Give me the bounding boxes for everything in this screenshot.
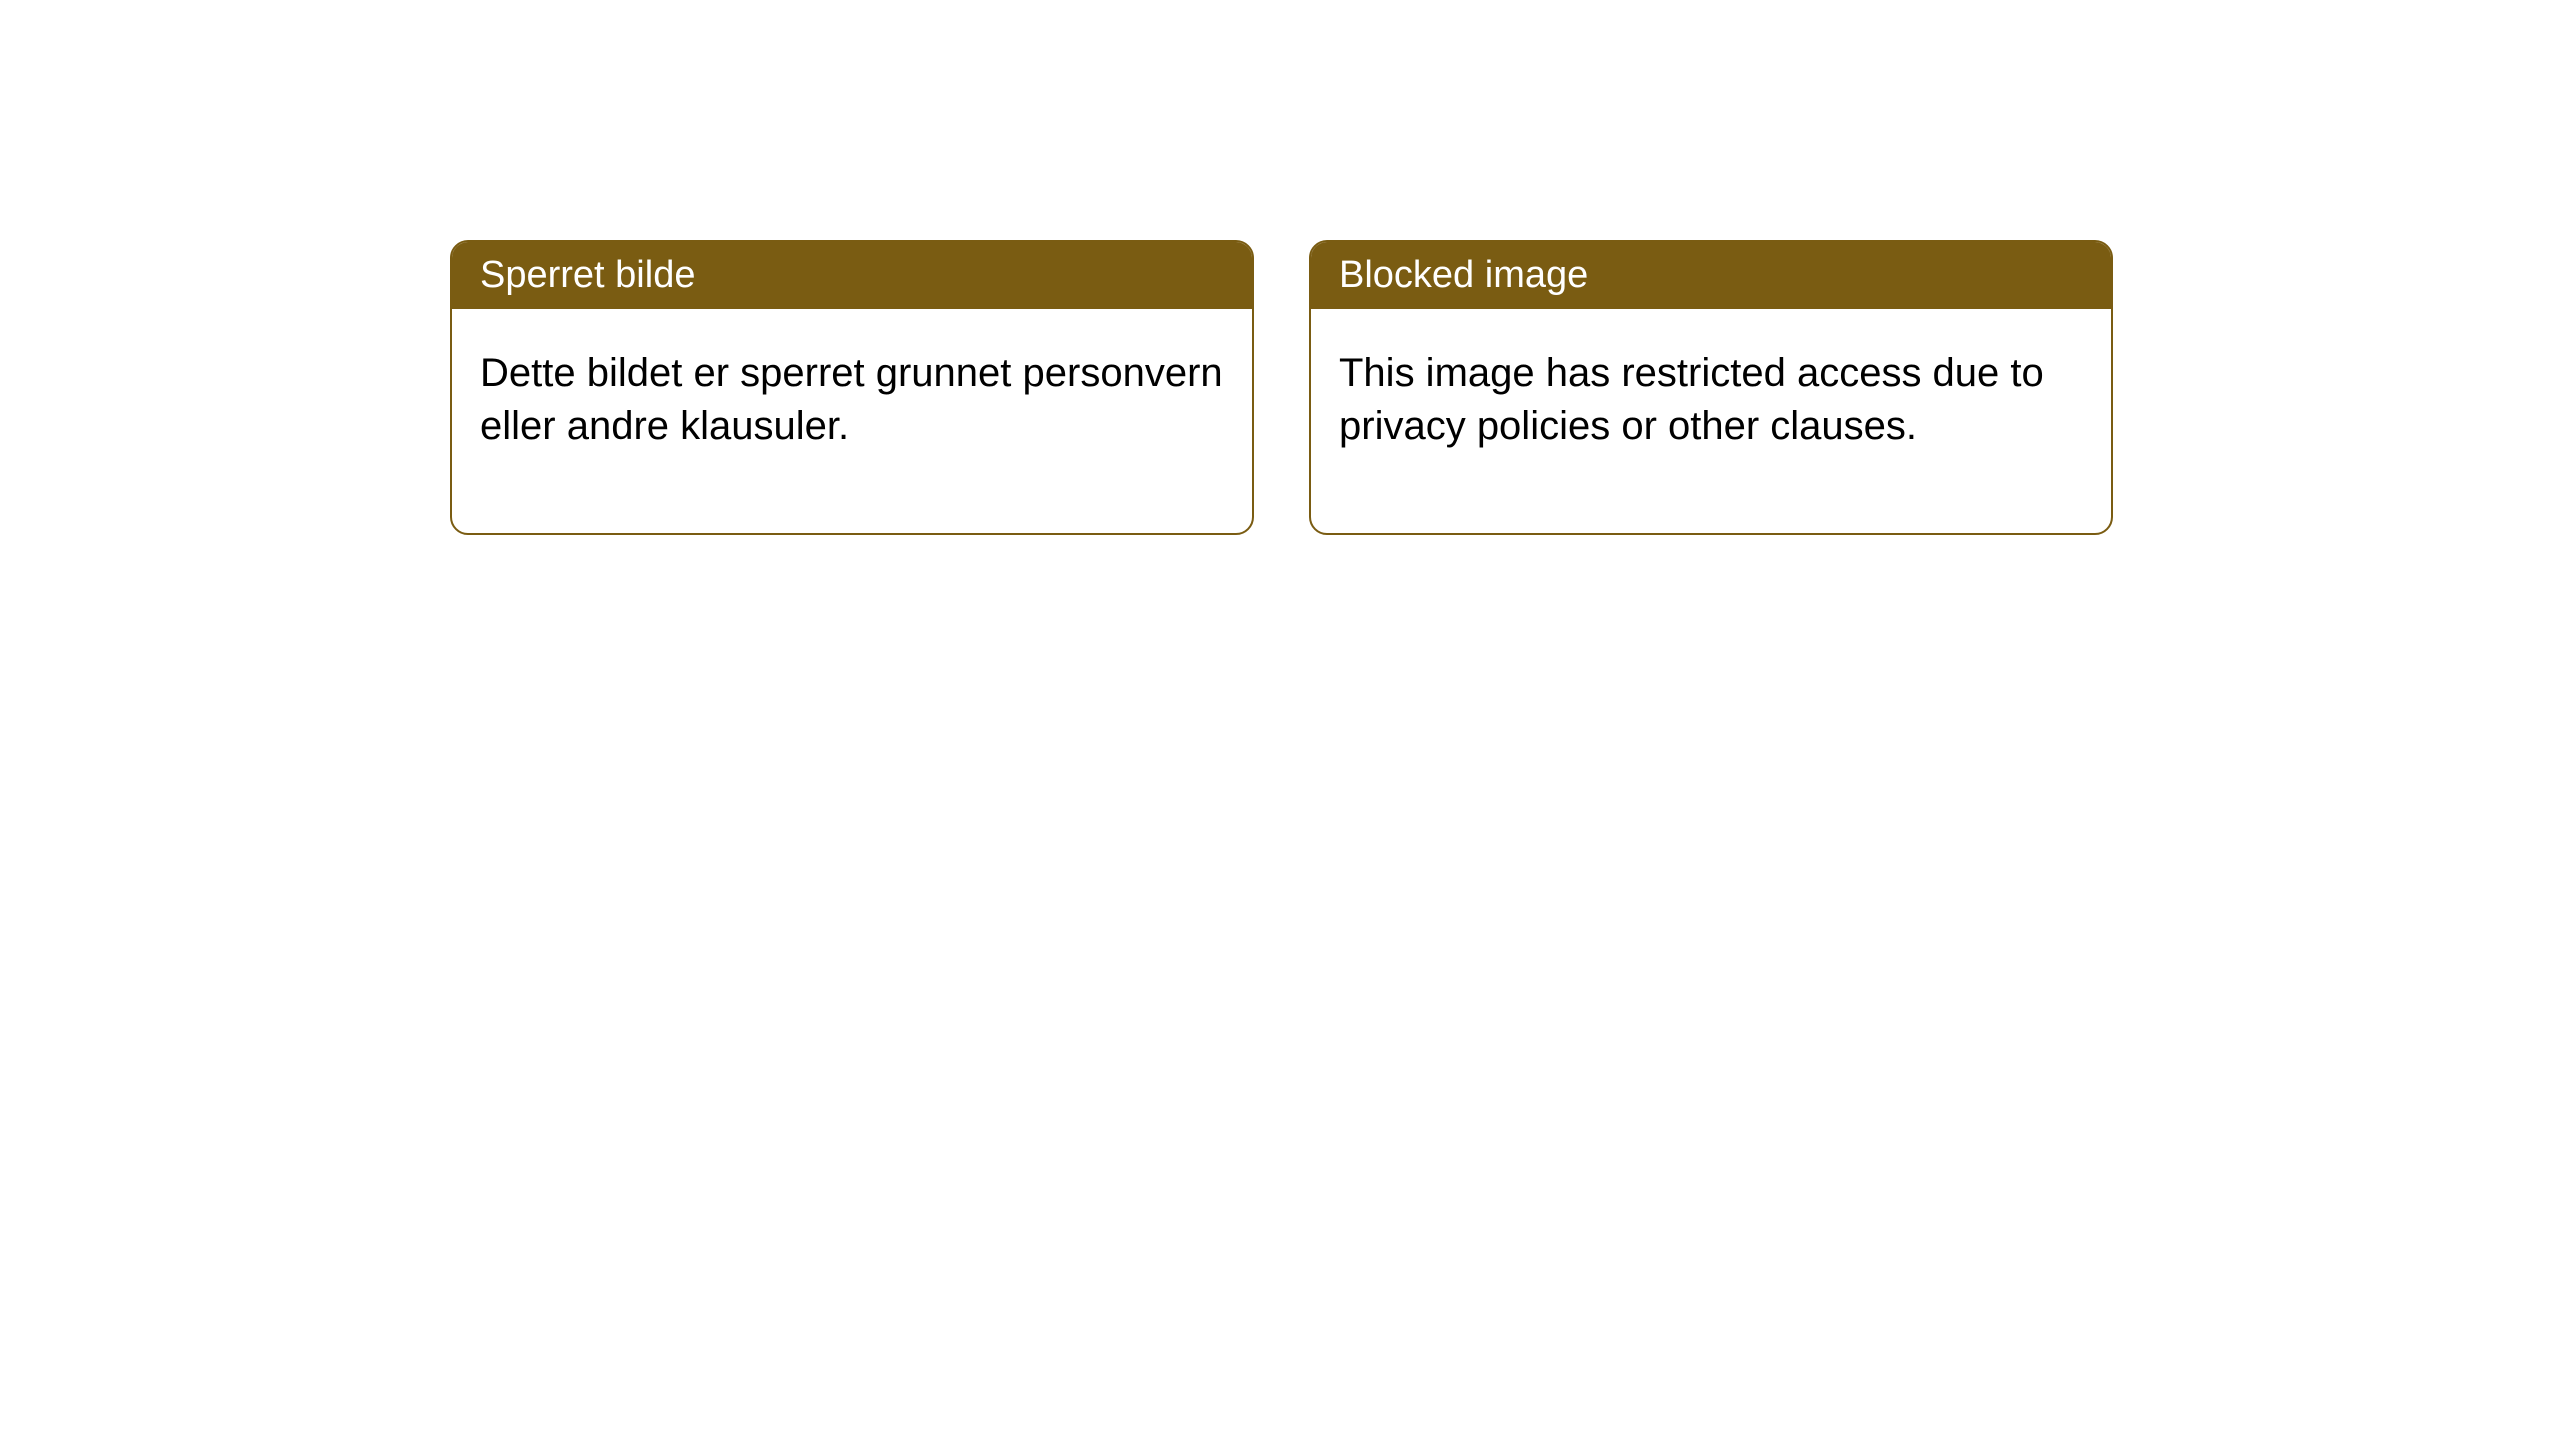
- card-title: Blocked image: [1339, 254, 1588, 296]
- card-norwegian: Sperret bilde Dette bildet er sperret gr…: [450, 240, 1254, 535]
- card-body-english: This image has restricted access due to …: [1311, 309, 2111, 533]
- card-english: Blocked image This image has restricted …: [1309, 240, 2113, 535]
- card-body-text: This image has restricted access due to …: [1339, 351, 2044, 448]
- card-body-text: Dette bildet er sperret grunnet personve…: [480, 351, 1223, 448]
- card-body-norwegian: Dette bildet er sperret grunnet personve…: [452, 309, 1252, 533]
- card-header-english: Blocked image: [1311, 242, 2111, 309]
- card-title: Sperret bilde: [480, 254, 695, 296]
- card-header-norwegian: Sperret bilde: [452, 242, 1252, 309]
- cards-container: Sperret bilde Dette bildet er sperret gr…: [450, 240, 2560, 535]
